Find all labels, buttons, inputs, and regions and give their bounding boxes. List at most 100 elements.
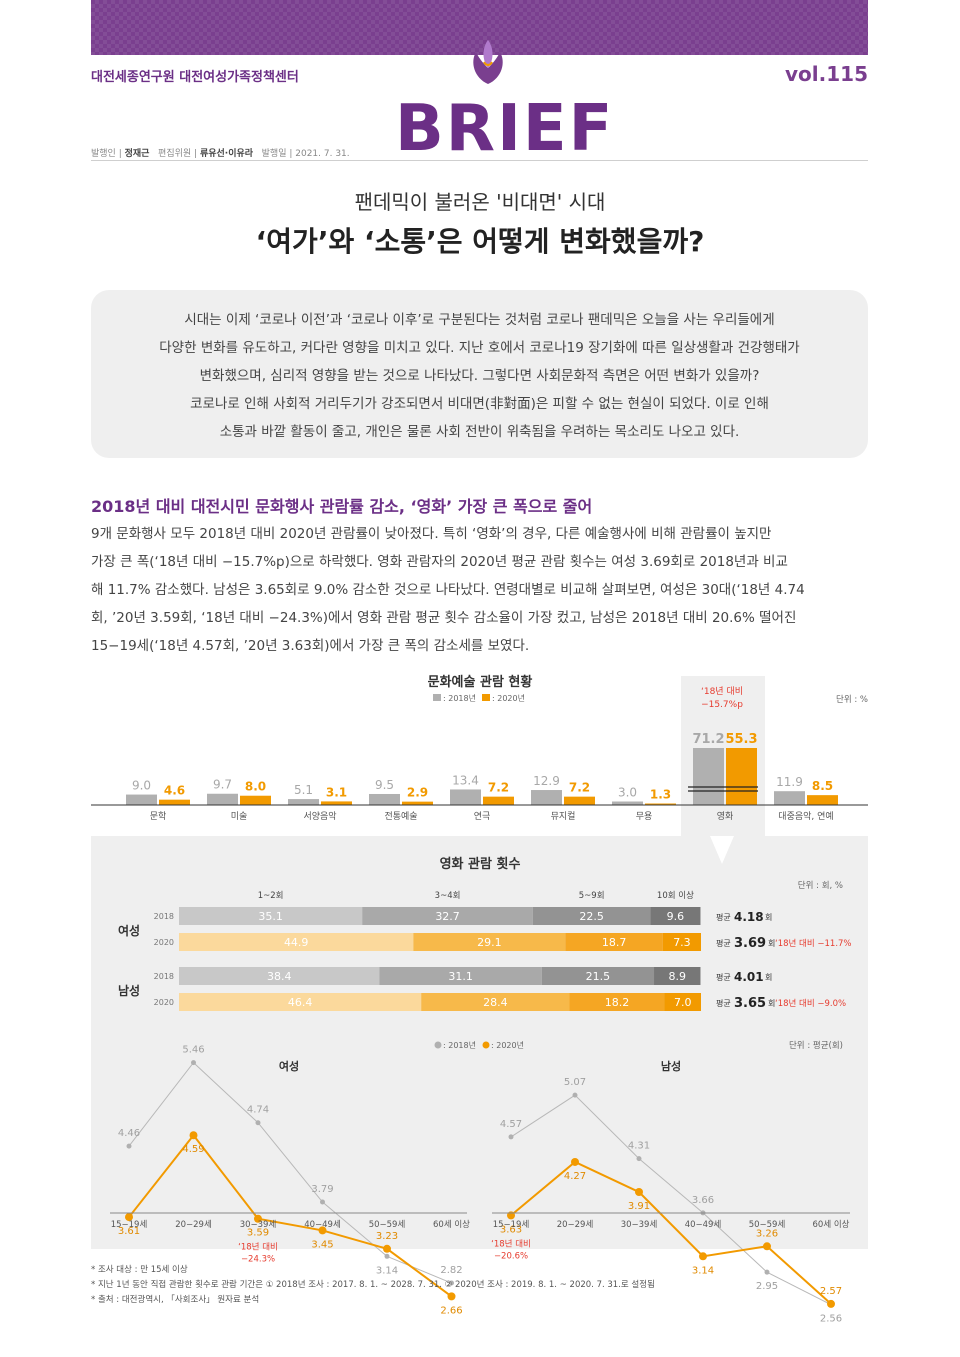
segment-value: 46.4 <box>288 996 313 1009</box>
stack-segment <box>532 907 651 925</box>
chart-title: 영화 관람 횟수 <box>440 856 521 872</box>
age-tick-label: 60세 이상 <box>433 1219 470 1230</box>
bar-value-label: 7.2 <box>569 781 590 795</box>
chart-title: 문화예술 관람 현황 <box>428 674 533 690</box>
intro-box: 시대는 이제 ‘코로나 이전’과 ‘코로나 이후’로 구분된다는 것처럼 코로나… <box>91 290 868 458</box>
bar-2018년 <box>612 801 643 805</box>
data-point <box>384 1253 390 1259</box>
data-label: 4.27 <box>564 1171 586 1182</box>
series-line-2020년 <box>128 1133 453 1298</box>
category-label: 문학 <box>150 811 167 822</box>
data-label: 2.57 <box>820 1286 842 1297</box>
annotation-line: −24.3% <box>241 1255 275 1265</box>
bar-value-label: 9.7 <box>213 778 232 792</box>
body-line: 9개 문화행사 모두 2018년 대비 2020년 관람률이 낮아졌다. 특히 … <box>91 526 772 542</box>
data-label: 2.95 <box>756 1281 778 1292</box>
data-point <box>189 1131 198 1140</box>
page-title: ‘여가’와 ‘소통’은 어떻게 변화했을까? <box>255 225 705 258</box>
legend-swatch-2018 <box>433 694 441 701</box>
series-line-2018년 <box>128 1061 452 1284</box>
age-tick-label: 50−59세 <box>749 1220 786 1230</box>
header-banner <box>91 0 868 55</box>
brief-logo: BRIEF <box>395 92 615 166</box>
org-name: 대전세종연구원 대전여성가족정책센터 <box>91 70 299 85</box>
bar-2018년 <box>450 789 481 805</box>
bar-value-label: 8.5 <box>812 779 833 793</box>
segment-header: 1~2회 <box>258 891 284 901</box>
section-body: 9개 문화행사 모두 2018년 대비 2020년 관람률이 낮아졌다. 특히 … <box>91 520 868 660</box>
stack-segment <box>541 967 655 985</box>
data-point <box>191 1060 196 1066</box>
bar-value-label: 7.2 <box>488 781 509 795</box>
unit-label: 단위 : 회, % <box>798 880 843 891</box>
legend-label-2018: : 2018년 <box>443 1040 476 1050</box>
data-label: 3.79 <box>311 1184 333 1195</box>
category-label: 서양음악 <box>303 810 336 822</box>
category-label: 전통예술 <box>384 811 417 822</box>
data-point <box>572 1092 578 1098</box>
data-label: 3.63 <box>500 1224 522 1235</box>
bar-value-label: 13.4 <box>452 773 479 787</box>
data-point <box>254 1214 262 1223</box>
average-unit: 회 <box>768 939 775 948</box>
publication-meta: 발행인 | 정재근 편집위원 | 류유선·이유라 발행일 | 2021. 7. … <box>91 149 350 159</box>
bar-value-label: 12.9 <box>533 774 560 788</box>
bar-value-label: 5.1 <box>294 783 313 797</box>
data-label: 4.31 <box>628 1141 650 1152</box>
segment-value: 31.1 <box>448 970 473 983</box>
stack-segment <box>179 907 363 925</box>
annotation-line: ‘18년 대비 <box>238 1242 278 1253</box>
segment-value: 7.3 <box>673 936 691 949</box>
bar-2020년 <box>402 801 433 805</box>
segment-value: 22.5 <box>579 910 604 923</box>
line-chart-title: 여성 <box>279 1059 299 1073</box>
movie-detail-panel <box>91 836 868 1249</box>
segment-header: 10회 이상 <box>657 890 694 901</box>
year-label: 2018 <box>154 972 174 981</box>
bar-value-label: 71.2 <box>692 732 724 747</box>
data-point <box>764 1269 770 1275</box>
data-label: 4.59 <box>182 1144 204 1155</box>
year-label: 2020 <box>154 938 174 947</box>
data-point <box>827 1299 835 1308</box>
segment-value: 38.4 <box>267 970 292 983</box>
segment-value: 9.6 <box>667 910 685 923</box>
average-label: 평균 <box>716 912 731 922</box>
bar-value-label: 11.9 <box>776 775 803 789</box>
change-label: ‘18년 대비 −11.7% <box>775 938 852 949</box>
stack-segment <box>179 993 422 1011</box>
category-label: 무용 <box>636 811 653 822</box>
data-label: 3.26 <box>756 1228 778 1239</box>
data-label: 3.59 <box>247 1228 269 1239</box>
culture-bar-chart: 문화예술 관람 현황: 2018년: 2020년 단위 : % 9.0 4.6 문학 9.… <box>91 674 868 864</box>
data-label: 5.46 <box>182 1045 204 1056</box>
stack-segment <box>379 967 542 985</box>
bar-2020년 <box>483 796 514 805</box>
data-label: 2.66 <box>440 1305 462 1316</box>
average-label: 평균 <box>716 938 731 948</box>
segment-header: 5~9회 <box>579 891 605 901</box>
bar-2020년 <box>807 795 838 805</box>
footnote: * 조사 대상 : 만 15세 이상 <box>91 1265 188 1275</box>
unit-label: 단위 : 평균(회) <box>789 1040 843 1051</box>
segment-value: 35.1 <box>258 910 283 923</box>
body-line: 가장 큰 폭(‘18년 대비 −15.7%p)으로 하락했다. 영화 관람자의 … <box>91 554 788 570</box>
age-tick-label: 50−59세 <box>369 1220 406 1230</box>
data-point <box>383 1244 391 1253</box>
legend-swatch-2020 <box>482 694 490 701</box>
segment-value: 29.1 <box>477 936 502 949</box>
average-label: 평균 <box>716 998 731 1008</box>
section-heading: 2018년 대비 대전시민 문화행사 관람률 감소, ‘영화’ 가장 큰 폭으로… <box>91 497 593 516</box>
category-label: 영화 <box>717 811 734 822</box>
bar-value-label: 2.9 <box>407 786 428 800</box>
segment-value: 18.7 <box>602 936 627 949</box>
data-point <box>318 1226 327 1235</box>
segment-value: 28.4 <box>483 996 508 1009</box>
stack-segment <box>664 993 701 1011</box>
annotation-line: ‘18년 대비 <box>491 1238 531 1249</box>
data-point <box>449 1280 454 1286</box>
page-subtitle: 팬데믹이 불러온 '비대면' 시대 <box>354 190 606 214</box>
bar-2020년 <box>240 795 271 805</box>
stack-segment <box>650 907 701 925</box>
age-line-charts: : 2018년: 2020년 단위 : 평균(회) 여성 4.46 5.46 4.74 3.… <box>110 1040 850 1325</box>
